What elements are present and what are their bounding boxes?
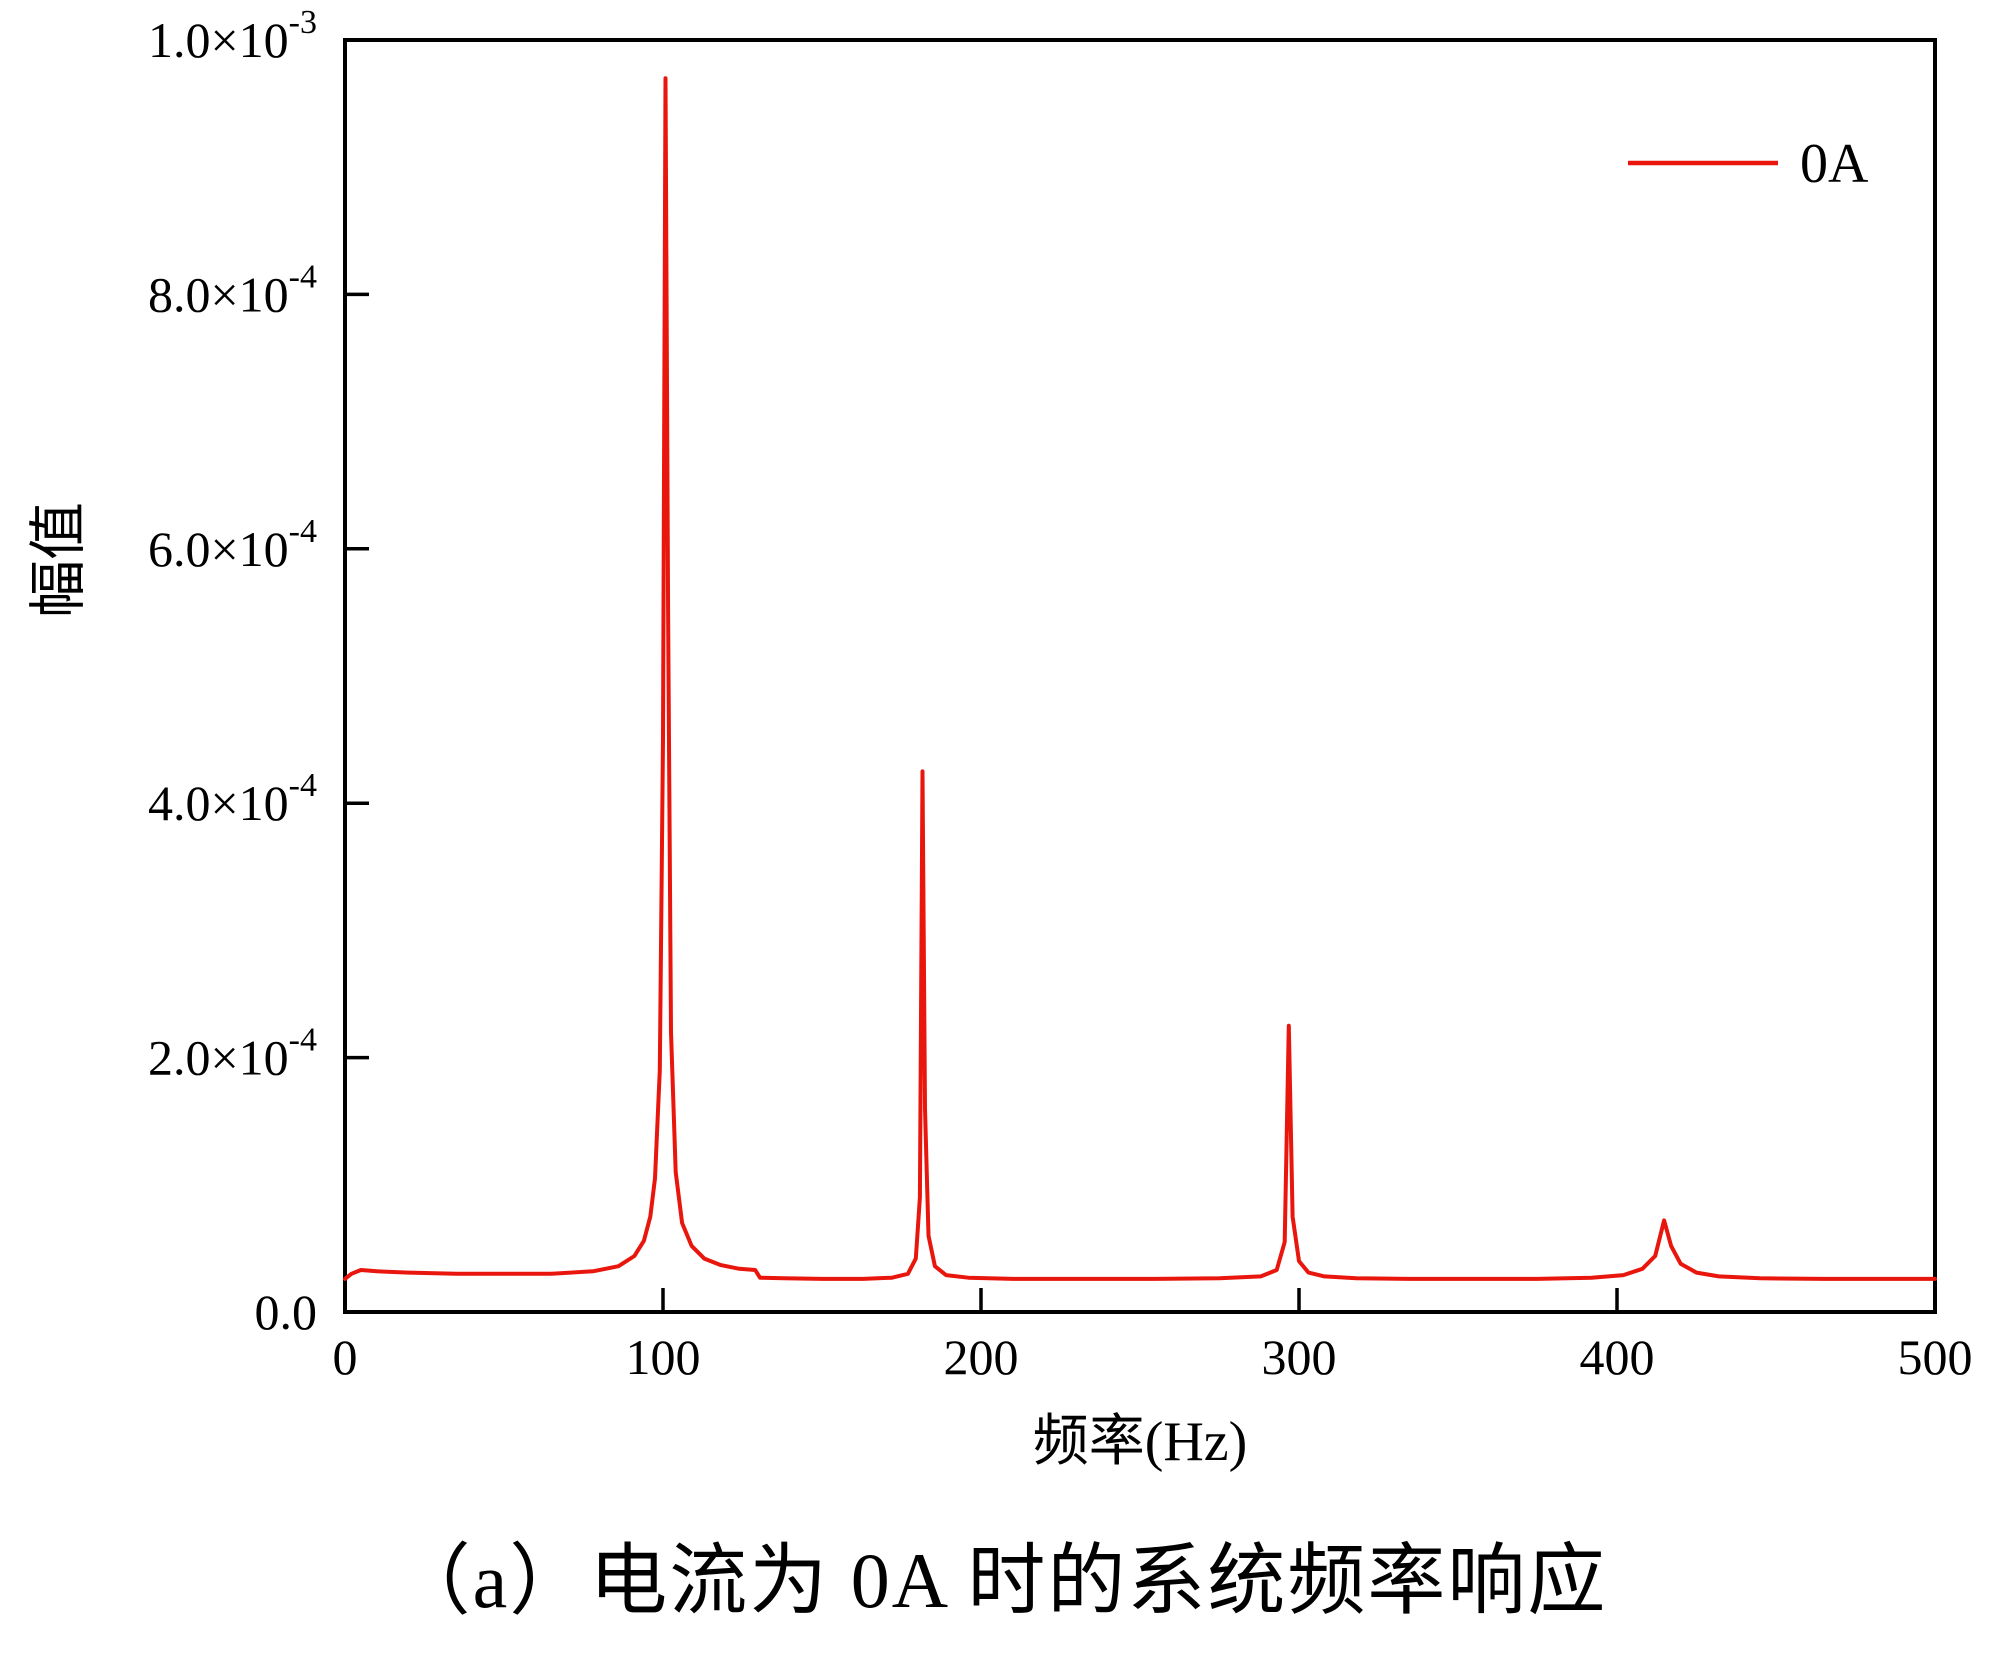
x-tick-label: 400 <box>1580 1329 1655 1385</box>
y-tick-label: 8.0×10-4 <box>148 258 317 322</box>
x-axis: 0 100 200 300 400 500 <box>333 1288 1973 1385</box>
x-tick-label: 100 <box>626 1329 701 1385</box>
y-tick-label: 4.0×10-4 <box>148 767 317 831</box>
y-axis: 0.0 2.0×10-4 4.0×10-4 6.0×10-4 8.0×10-4 1.0×1… <box>148 4 369 1340</box>
series-line-0A <box>343 76 1937 1281</box>
plot-frame <box>343 38 1937 1314</box>
y-tick-label: 0.0 <box>255 1284 318 1340</box>
y-tick-label: 1.0×10-3 <box>148 4 317 68</box>
x-tick-label: 200 <box>944 1329 1019 1385</box>
x-tick-label: 300 <box>1262 1329 1337 1385</box>
x-tick-label: 0 <box>333 1329 358 1385</box>
x-axis-title: 频率(Hz) <box>1033 1411 1248 1473</box>
figure-caption: （a）电流为 0A 时的系统频率响应 <box>392 1537 1608 1624</box>
legend-label: 0A <box>1800 133 1869 195</box>
legend: 0A <box>1628 133 1869 195</box>
y-axis-title: 幅值 <box>26 502 91 618</box>
y-tick-label: 6.0×10-4 <box>148 513 317 577</box>
x-tick-label: 500 <box>1898 1329 1973 1385</box>
y-tick-label: 2.0×10-4 <box>148 1022 317 1086</box>
